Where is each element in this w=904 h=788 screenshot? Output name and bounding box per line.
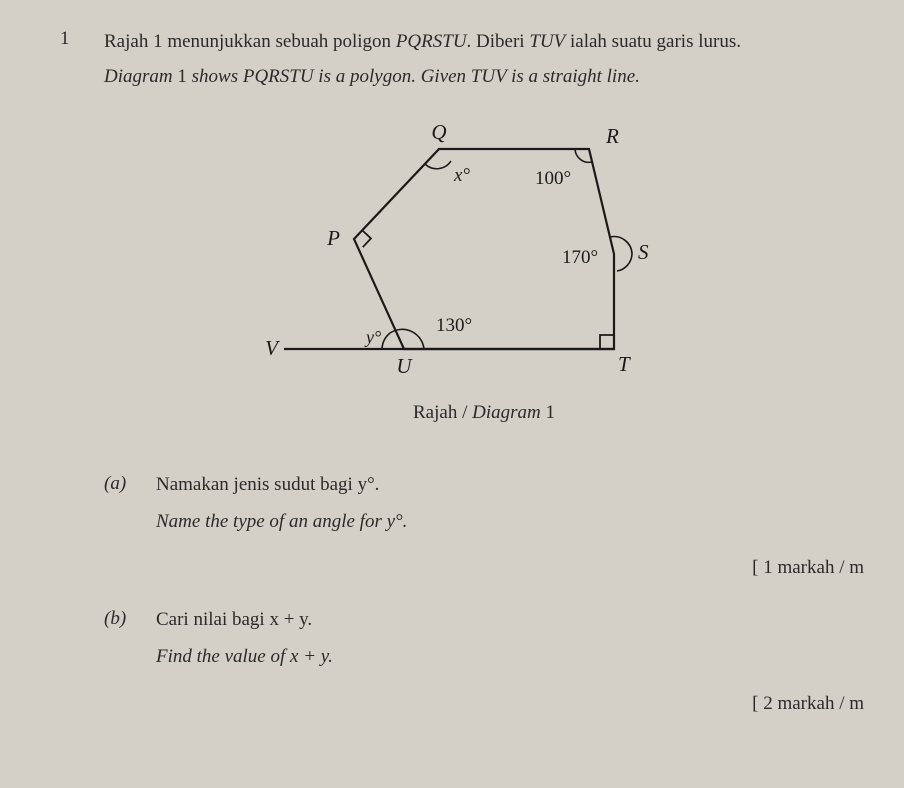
label-t: T	[618, 352, 631, 376]
text: 1	[177, 66, 187, 87]
part-b-en: Find the value of x + y.	[156, 642, 333, 671]
part-a-marks: [ 1 markah / m	[104, 554, 864, 583]
question-line-en: Diagram 1 shows PQRSTU is a polygon. Giv…	[104, 63, 864, 92]
page: 1 Rajah 1 menunjukkan sebuah poligon PQR…	[0, 0, 904, 788]
part-a: (a) Namakan jenis sudut bagi y°. Name th…	[104, 470, 864, 537]
label-p: P	[326, 226, 340, 250]
question-row: 1 Rajah 1 menunjukkan sebuah poligon PQR…	[60, 28, 864, 740]
angle-130: 130°	[436, 315, 472, 336]
question-number: 1	[60, 28, 80, 50]
text: Rajah 1 menunjukkan sebuah poligon	[104, 31, 396, 52]
label-r: R	[605, 124, 619, 148]
question-body: Rajah 1 menunjukkan sebuah poligon PQRST…	[104, 28, 864, 740]
part-b: (b) Cari nilai bagi x + y. Find the valu…	[104, 605, 864, 672]
text: . Diberi	[467, 31, 530, 52]
question-line-ms: Rajah 1 menunjukkan sebuah poligon PQRST…	[104, 28, 864, 57]
tuv: TUV	[529, 31, 565, 52]
polygon-diagram: Q R P S T U V x° 100° 170° 130° y°	[244, 109, 724, 389]
part-b-marks: [ 2 markah / m	[104, 690, 864, 719]
part-b-ms: Cari nilai bagi x + y.	[156, 605, 333, 634]
diagram-caption: Rajah / Diagram 1	[104, 399, 864, 428]
text: Diagram	[104, 66, 177, 87]
poly-name: PQRSTU	[396, 31, 467, 52]
caption-num: 1	[541, 402, 555, 423]
part-a-en: Name the type of an angle for y°.	[156, 507, 407, 536]
label-v: V	[265, 336, 280, 360]
label-q: Q	[431, 120, 446, 144]
label-u: U	[396, 354, 413, 378]
angle-170: 170°	[562, 247, 598, 268]
angle-100: 100°	[535, 168, 571, 189]
label-s: S	[638, 240, 649, 264]
angle-x: x°	[453, 165, 470, 186]
part-a-letter: (a)	[104, 470, 138, 537]
angle-y: y°	[364, 327, 381, 347]
part-b-letter: (b)	[104, 605, 138, 672]
part-a-body: Namakan jenis sudut bagi y°. Name the ty…	[156, 470, 407, 537]
diagram-container: Q R P S T U V x° 100° 170° 130° y°	[104, 109, 864, 389]
text: shows PQRSTU is a polygon. Given TUV is …	[187, 66, 640, 87]
part-b-body: Cari nilai bagi x + y. Find the value of…	[156, 605, 333, 672]
caption-ms: Rajah /	[413, 402, 472, 423]
caption-en: Diagram	[472, 402, 541, 423]
text: ialah suatu garis lurus.	[565, 31, 741, 52]
part-a-ms: Namakan jenis sudut bagi y°.	[156, 470, 407, 499]
